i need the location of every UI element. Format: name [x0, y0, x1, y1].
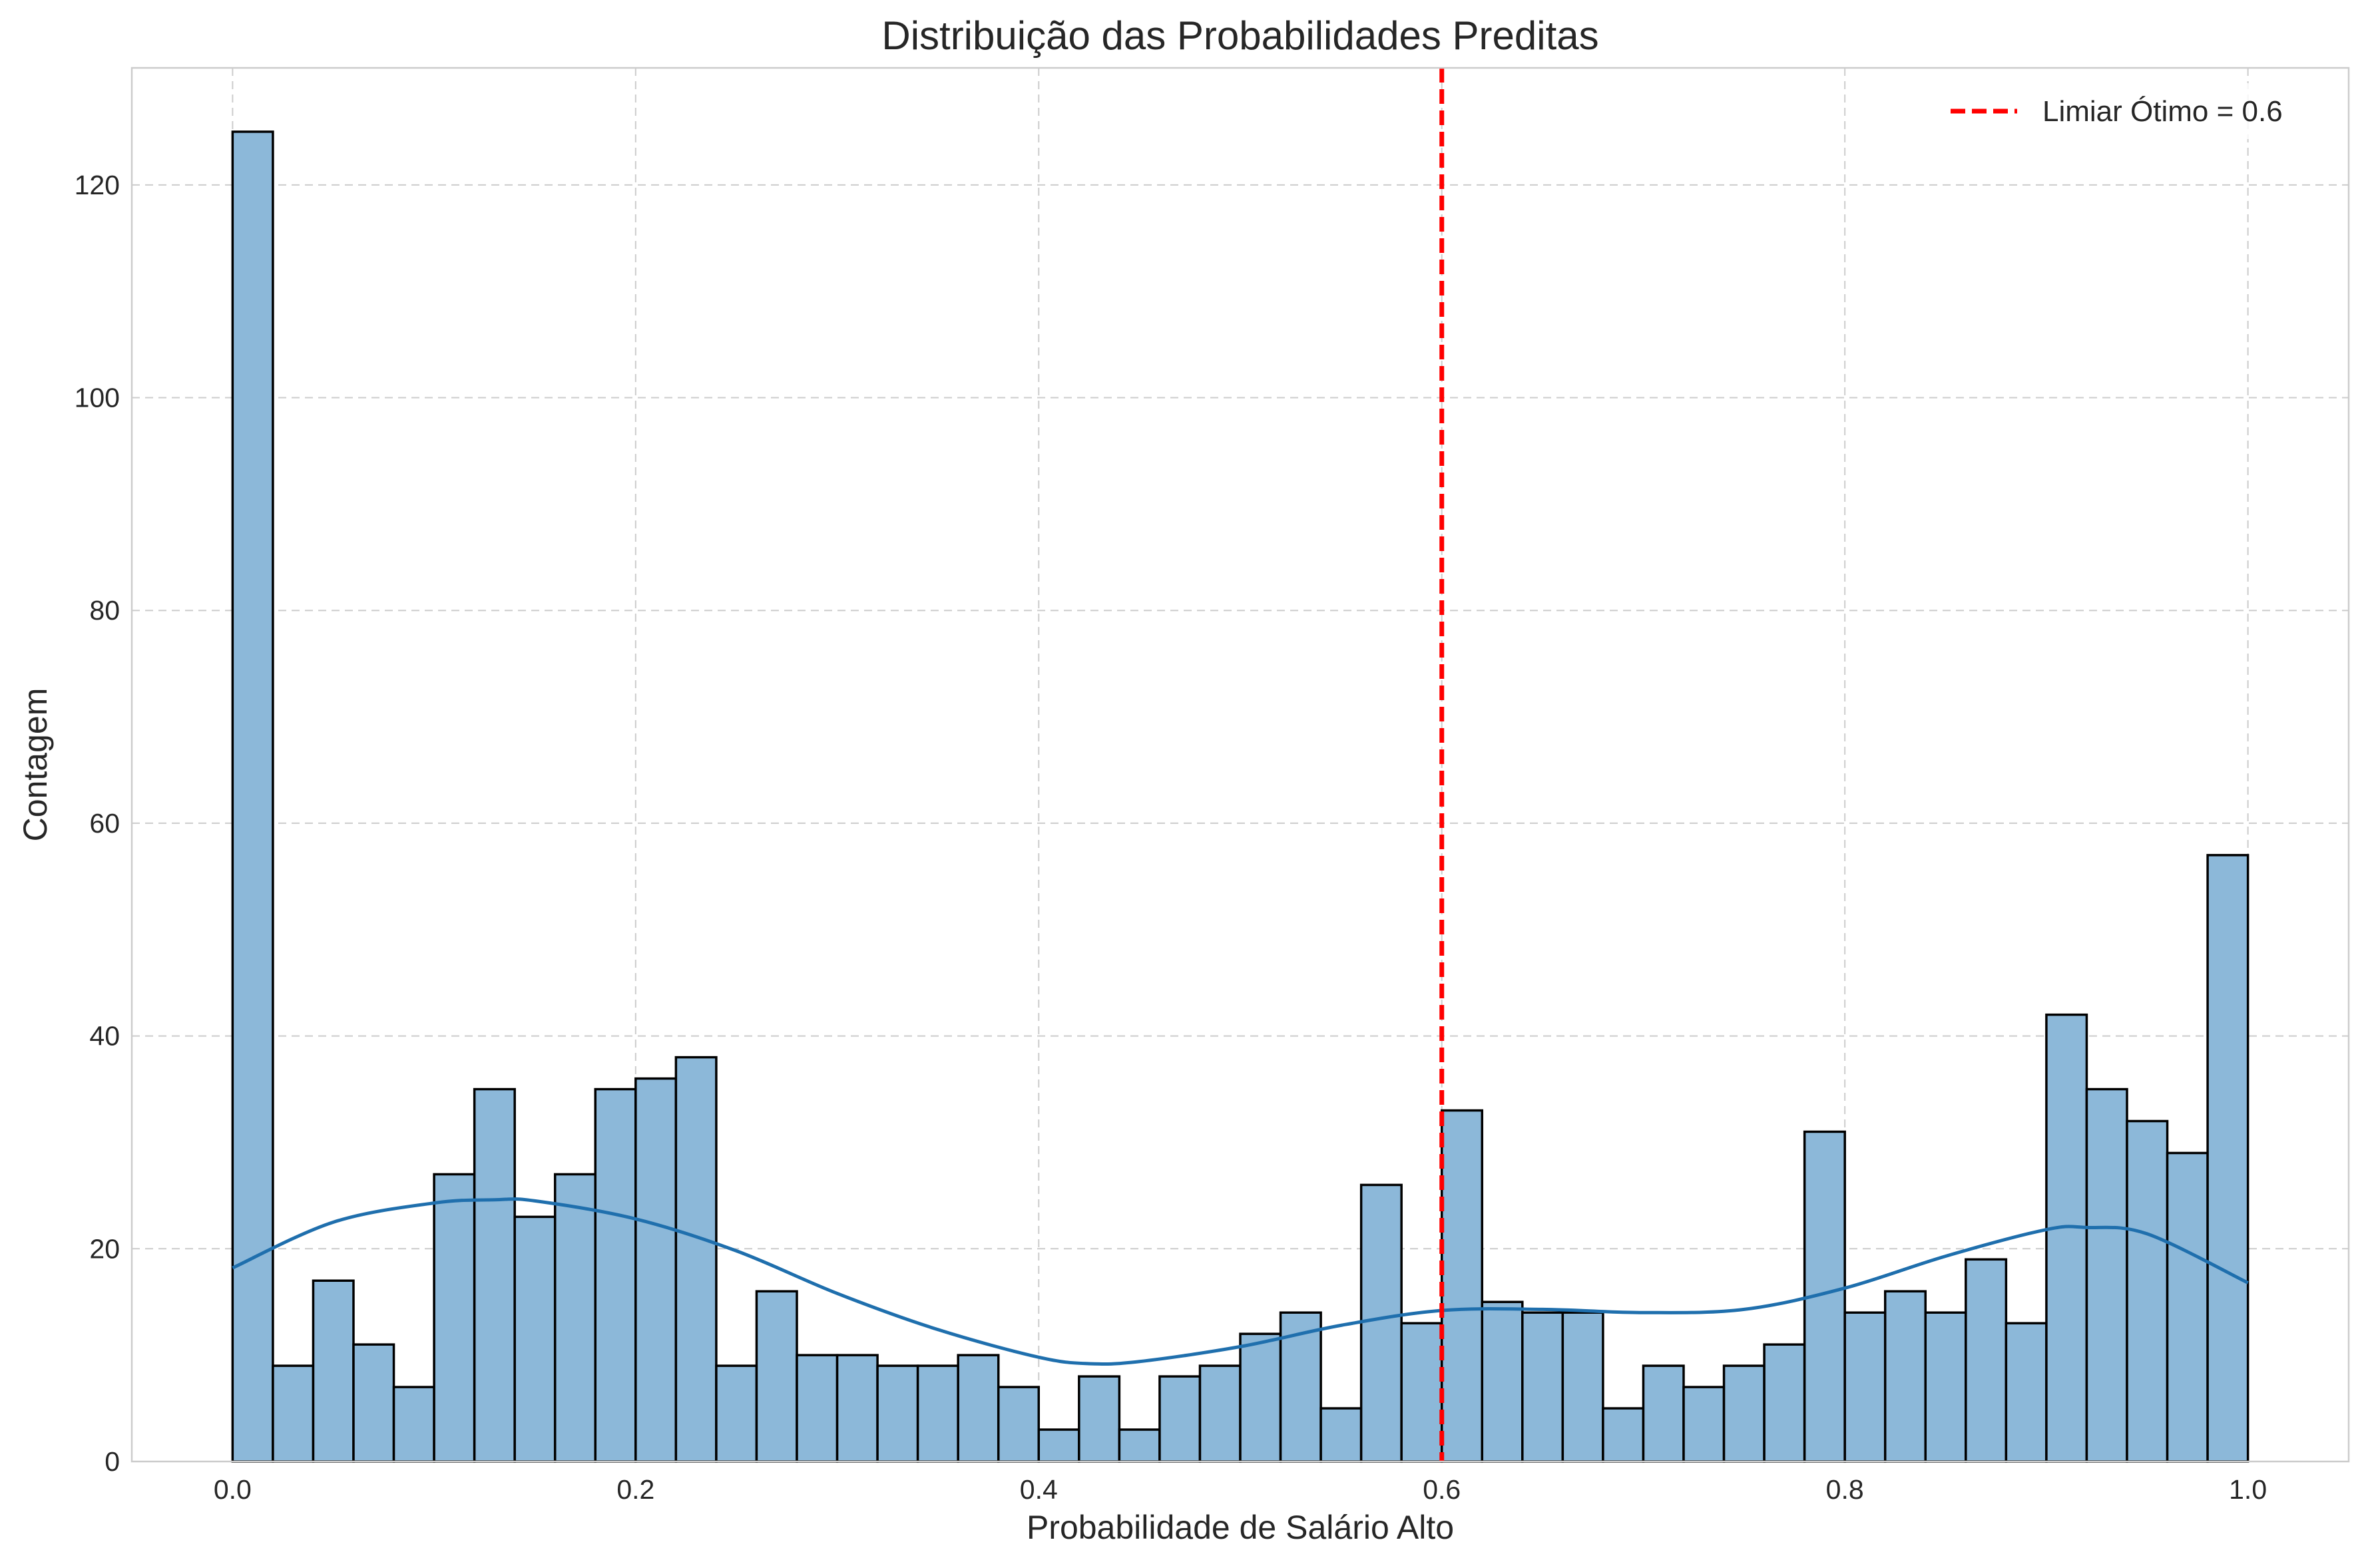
- x-axis-label: Probabilidade de Salário Alto: [1027, 1509, 1454, 1546]
- kde-curve-layer: [232, 1197, 2249, 1366]
- histogram-bar: [1440, 1109, 1484, 1463]
- kde-curve: [232, 1197, 2249, 1366]
- histogram-bar: [1481, 1300, 1524, 1463]
- histogram-bar: [876, 1364, 919, 1463]
- x-tick-label: 0.4: [1020, 1474, 1058, 1505]
- x-tick-label: 0.0: [214, 1474, 252, 1505]
- histogram-bar: [2045, 1013, 2088, 1463]
- histogram-bar: [1158, 1375, 1202, 1463]
- histogram-bar: [796, 1354, 839, 1463]
- histogram-bar: [473, 1087, 516, 1463]
- histogram-bar: [1763, 1343, 1806, 1463]
- x-tick-label: 1.0: [2229, 1474, 2267, 1505]
- histogram-bar: [1965, 1258, 2008, 1463]
- histogram-bar: [433, 1173, 476, 1463]
- histogram-bar: [1843, 1311, 1887, 1463]
- histogram-bar: [1722, 1364, 1766, 1463]
- legend: Limiar Ótimo = 0.6: [1931, 83, 2330, 139]
- y-tick-label: 40: [89, 1021, 120, 1052]
- histogram-bar: [594, 1087, 637, 1463]
- histogram-bar: [1642, 1364, 1685, 1463]
- histogram-bar: [392, 1386, 435, 1463]
- histogram-bar: [1239, 1332, 1282, 1463]
- y-tick-labels: 0 20 40 60 80 100 120: [75, 170, 120, 1477]
- y-tick-label: 60: [89, 808, 120, 839]
- histogram-bar: [2005, 1322, 2048, 1463]
- y-tick-label: 120: [75, 170, 120, 200]
- plot-frame: [130, 67, 2350, 1463]
- legend-threshold-label: Limiar Ótimo = 0.6: [2042, 95, 2283, 128]
- histogram-bar: [957, 1354, 1000, 1463]
- y-tick-label: 80: [89, 595, 120, 626]
- y-tick-label: 100: [75, 383, 120, 413]
- histogram-bar: [312, 1279, 355, 1463]
- y-tick-label: 20: [89, 1233, 120, 1264]
- histogram-bars: [231, 130, 2249, 1463]
- histogram-bar: [2206, 854, 2249, 1463]
- histogram-bar: [1118, 1428, 1161, 1463]
- histogram-bar: [1602, 1407, 1645, 1463]
- histogram-bar: [2085, 1087, 2128, 1463]
- histogram-bar: [272, 1364, 315, 1463]
- histogram-bar: [1319, 1407, 1363, 1463]
- histogram-bar: [1078, 1375, 1121, 1463]
- histogram-bar: [997, 1386, 1041, 1463]
- histogram-bar: [1682, 1386, 1726, 1463]
- histogram-bar: [835, 1354, 879, 1463]
- chart-title: Distribuição das Probabilidades Preditas: [881, 13, 1598, 58]
- histogram-bar: [1521, 1311, 1564, 1463]
- x-tick-label: 0.6: [1423, 1474, 1461, 1505]
- y-axis-label: Contagem: [17, 688, 54, 842]
- histogram-bar: [1037, 1428, 1080, 1463]
- histogram-bar: [553, 1173, 597, 1463]
- histogram-bar: [1400, 1322, 1443, 1463]
- histogram-bar: [1924, 1311, 1967, 1463]
- histogram-bar: [1883, 1290, 1927, 1463]
- histogram-bar: [1561, 1311, 1604, 1463]
- histogram-bar: [2166, 1151, 2209, 1463]
- histogram-bar: [674, 1056, 718, 1463]
- histogram-bar: [715, 1364, 758, 1463]
- histogram-bar: [2126, 1119, 2169, 1463]
- x-tick-label: 0.8: [1826, 1474, 1864, 1505]
- y-tick-label: 0: [105, 1446, 120, 1477]
- histogram-bar: [231, 130, 274, 1463]
- x-tick-label: 0.2: [616, 1474, 654, 1505]
- histogram-bar: [755, 1290, 798, 1463]
- histogram-bar: [916, 1364, 959, 1463]
- histogram-bar: [1359, 1183, 1403, 1463]
- histogram-bar: [634, 1077, 678, 1463]
- histogram-bar: [352, 1343, 395, 1463]
- histogram-bar: [513, 1215, 557, 1463]
- histogram-bar: [1198, 1364, 1242, 1463]
- x-tick-labels: 0.0 0.2 0.4 0.6 0.8 1.0: [214, 1474, 2267, 1505]
